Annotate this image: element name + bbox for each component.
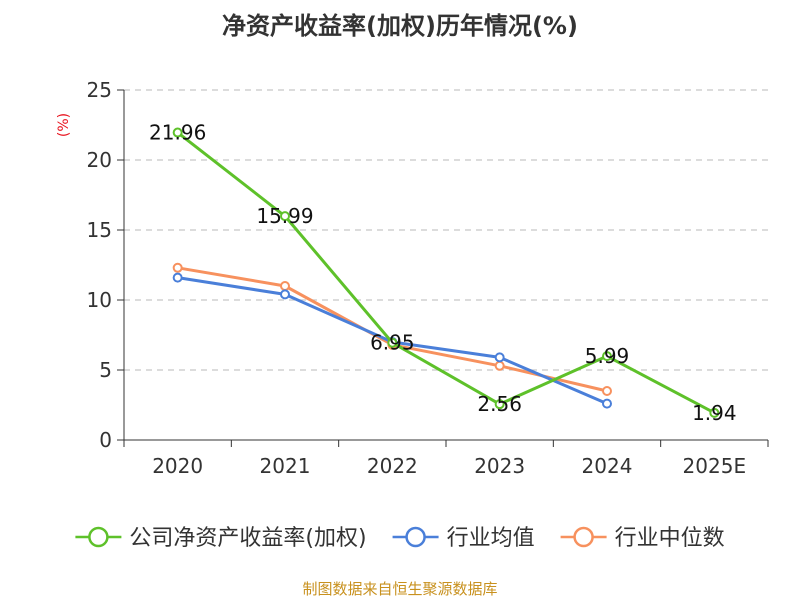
legend-label: 行业中位数 (615, 526, 725, 551)
data-label: 2.56 (477, 392, 522, 416)
legend-item-2[interactable]: 行业中位数 (560, 526, 725, 551)
data-point-0 (602, 351, 612, 362)
data-point-2 (280, 281, 290, 291)
data-point-1 (602, 398, 612, 409)
data-point-0 (709, 407, 720, 418)
data-label: 5.99 (585, 344, 630, 368)
data-label: 15.99 (256, 204, 313, 228)
data-point-0 (172, 127, 183, 138)
data-point-0 (494, 399, 505, 410)
data-point-1 (494, 352, 505, 363)
y-tick-label: 10 (87, 288, 112, 312)
data-point-1 (172, 272, 183, 283)
legend-marker-icon (573, 526, 594, 548)
x-tick-label: 2025E (683, 454, 747, 478)
y-axis-unit-label: (%) (56, 113, 72, 137)
chart-title: 净资产收益率(加权)历年情况(%) (222, 12, 578, 40)
data-point-2 (602, 386, 612, 396)
x-tick-label: 2023 (474, 454, 525, 478)
source-note: 制图数据来自恒生聚源数据库 (302, 580, 497, 598)
y-tick-label: 20 (87, 148, 112, 172)
axes: 0 5 10 15 20 25 2020 2021 2022 2023 2024 2025E (87, 78, 769, 478)
x-tick-label: 2022 (367, 454, 418, 478)
x-tick-label: 2020 (152, 454, 203, 478)
x-tick-label: 2024 (582, 454, 633, 478)
y-gridlines (124, 89, 768, 371)
data-point-1 (280, 289, 290, 300)
legend: 公司净资产收益率(加权) 行业均值 行业中位数 (75, 526, 725, 551)
data-label: 21.96 (149, 121, 206, 145)
data-label: 1.94 (692, 401, 737, 425)
y-tick-label: 5 (99, 358, 112, 382)
legend-label: 行业均值 (447, 526, 535, 551)
data-point-2 (172, 262, 183, 273)
y-tick-label: 0 (99, 428, 112, 452)
data-point-2 (494, 360, 505, 371)
data-label: 6.95 (370, 331, 415, 355)
data-point-0 (280, 211, 290, 222)
data-point-0 (387, 337, 398, 348)
legend-item-0[interactable]: 公司净资产收益率(加权) (75, 526, 367, 551)
series-lines (172, 127, 720, 418)
legend-marker-icon (405, 526, 426, 548)
legend-label: 公司净资产收益率(加权) (129, 526, 366, 551)
legend-marker-icon (88, 526, 109, 548)
y-tick-label: 15 (87, 218, 112, 242)
x-tick-label: 2021 (260, 454, 311, 478)
legend-item-1[interactable]: 行业均值 (392, 526, 535, 551)
data-labels: 21.96 15.99 6.95 2.56 5.99 1.94 (149, 121, 737, 425)
series-line-0 (176, 131, 716, 415)
y-tick-label: 25 (87, 78, 112, 102)
